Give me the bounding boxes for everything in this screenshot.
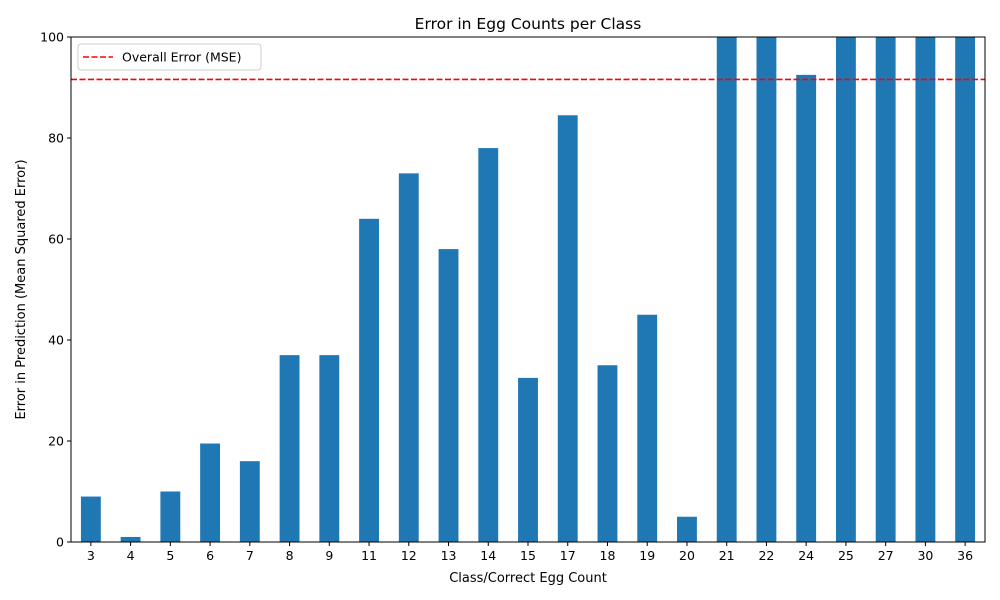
bar-3 xyxy=(80,496,101,542)
x-tick-label-12: 12 xyxy=(401,548,417,563)
bar-8 xyxy=(279,355,300,542)
bar-15 xyxy=(518,377,538,543)
bar-17 xyxy=(557,115,578,542)
bar-21 xyxy=(716,37,737,542)
x-tick-label-22: 22 xyxy=(758,548,774,563)
x-tick-label-18: 18 xyxy=(600,548,616,563)
x-tick-label-7: 7 xyxy=(246,548,254,563)
bar-5 xyxy=(160,491,181,542)
x-tick-label-30: 30 xyxy=(917,548,933,563)
x-tick-label-13: 13 xyxy=(441,548,457,563)
x-tick-label-6: 6 xyxy=(206,548,214,563)
x-tick-label-36: 36 xyxy=(957,548,973,563)
x-tick-label-20: 20 xyxy=(679,548,695,563)
y-axis-label: Error in Prediction (Mean Squared Error) xyxy=(14,159,29,419)
bar-18 xyxy=(597,365,618,542)
x-tick-label-17: 17 xyxy=(560,548,576,563)
bar-13 xyxy=(438,249,459,542)
y-tick-label-60: 60 xyxy=(48,232,64,247)
y-tick-label-100: 100 xyxy=(40,30,64,45)
bar-36 xyxy=(955,37,976,542)
x-tick-label-15: 15 xyxy=(520,548,536,563)
x-tick-label-24: 24 xyxy=(798,548,814,563)
bar-4 xyxy=(120,536,141,542)
bar-20 xyxy=(677,516,697,542)
x-tick-label-19: 19 xyxy=(639,548,655,563)
x-tick-label-14: 14 xyxy=(480,548,496,563)
x-tick-label-8: 8 xyxy=(286,548,294,563)
bar-9 xyxy=(319,355,340,542)
x-tick-label-11: 11 xyxy=(361,548,377,563)
x-axis-label: Class/Correct Egg Count xyxy=(449,571,607,586)
bar-19 xyxy=(637,314,658,542)
y-tick-label-80: 80 xyxy=(48,131,64,146)
plot-frame xyxy=(70,36,986,543)
x-tick-label-21: 21 xyxy=(719,548,735,563)
bar-14 xyxy=(478,148,499,542)
x-tick-label-27: 27 xyxy=(878,548,894,563)
bar-27 xyxy=(875,37,896,542)
chart-title: Error in Egg Counts per Class xyxy=(415,15,642,33)
bar-12 xyxy=(398,173,419,542)
x-tick-label-25: 25 xyxy=(838,548,854,563)
x-axis: 3 4 5 6 7 8 9 11 12 13 14 15 17 18 19 20 21 22 24 25 27 30 36 xyxy=(87,542,973,563)
bar-22 xyxy=(756,37,777,542)
bar-24 xyxy=(796,74,817,543)
x-tick-label-9: 9 xyxy=(325,548,333,563)
y-axis: 0 20 40 60 80 100 xyxy=(40,30,71,550)
legend: Overall Error (MSE) xyxy=(77,43,262,71)
y-tick-label-0: 0 xyxy=(56,535,64,550)
x-tick-label-4: 4 xyxy=(127,548,135,563)
bar-11 xyxy=(359,218,379,543)
y-tick-label-40: 40 xyxy=(48,333,64,348)
bar-7 xyxy=(239,461,260,542)
bars-group xyxy=(80,37,976,543)
bar-30 xyxy=(915,37,936,542)
legend-box xyxy=(77,43,262,71)
y-tick-label-20: 20 xyxy=(48,434,64,449)
bar-25 xyxy=(835,37,856,542)
x-tick-label-5: 5 xyxy=(166,548,174,563)
bar-6 xyxy=(200,443,221,542)
x-tick-label-3: 3 xyxy=(87,548,95,563)
legend-label-overall-error: Overall Error (MSE) xyxy=(122,50,241,65)
